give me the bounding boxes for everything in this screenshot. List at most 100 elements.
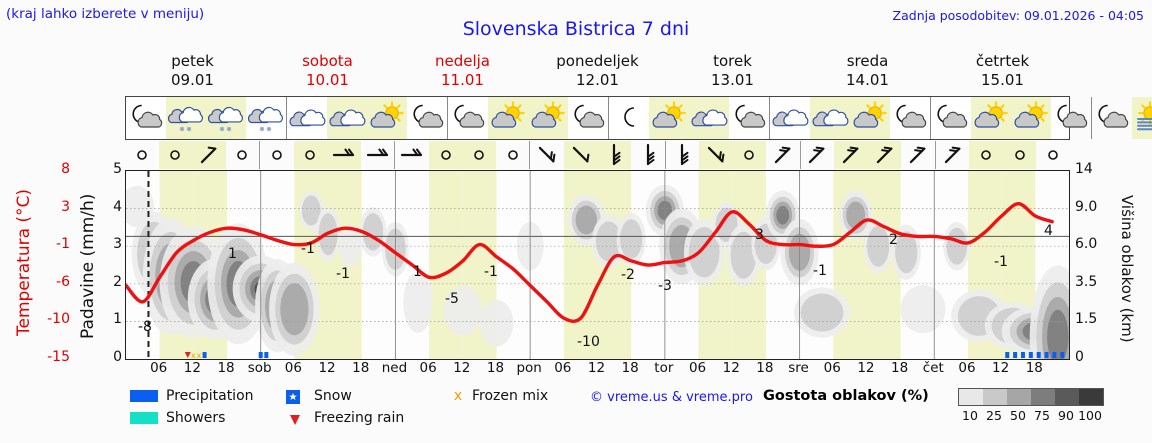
axis-tick: -1 (56, 236, 70, 253)
scale-swatch (983, 389, 1007, 405)
x-tick-label: tor (654, 360, 674, 376)
x-tick-label: 06 (150, 360, 168, 376)
icon-day-3 (609, 97, 770, 139)
weather-icon-strip (125, 96, 1152, 140)
wind-barb-icon (462, 141, 496, 169)
cloud-icon (327, 97, 367, 139)
x-tick-label: 12 (318, 360, 336, 376)
wind-day-2 (395, 141, 531, 169)
page-title: Slovenska Bistrica 7 dni (462, 18, 690, 40)
sun-cloud-icon (488, 97, 528, 139)
moon-cloud-icon (407, 97, 447, 139)
sun-cloud-icon (367, 97, 407, 139)
icon-day-4 (770, 97, 931, 139)
temperature-label: -1 (994, 254, 1008, 270)
plot-gridlines (126, 171, 1069, 359)
scale-tick: 75 (1034, 408, 1050, 423)
scale-swatch (1007, 389, 1031, 405)
copyright-link[interactable]: © vreme.us & vreme.pro (590, 390, 753, 405)
scale-swatch (959, 389, 983, 405)
cloud-snow-icon (206, 97, 246, 139)
x-tick-label: 06 (823, 360, 841, 376)
day-date: 13.01 (711, 71, 754, 89)
axis-tick: 4 (113, 198, 122, 215)
wind-day-5 (801, 141, 936, 169)
moon-cloud-icon (890, 97, 930, 139)
cloud-icon (770, 97, 810, 139)
moon-cloud-icon (126, 97, 166, 139)
temperature-label: 2 (889, 232, 898, 248)
cloud-snow-icon (166, 97, 206, 139)
x-tick-label: 18 (756, 360, 774, 376)
axis-tick: 9.0 (1075, 198, 1098, 215)
temperature-value-labels: -8 1 -1 -1 1 -5 -1 -10 -2 -3 3 -1 2 -1 4 (126, 171, 1069, 359)
wind-barb-icon (395, 141, 429, 169)
day-header-3: ponedeljek 12.01 (530, 52, 665, 94)
sun-cloud-icon (1011, 97, 1051, 139)
day-header-5: sreda 14.01 (800, 52, 935, 94)
temperature-tick-labels: 8 3 -1 -6 -10 -15 (40, 161, 70, 365)
x-tick-label: 06 (958, 360, 976, 376)
wind-barb-icon (597, 141, 632, 169)
x-tick-label: 12 (183, 360, 201, 376)
location-menu-note: (kraj lahko izberete v meniju) (6, 6, 205, 22)
wind-day-4 (666, 141, 801, 169)
precipitation-axis-title: Padavine (mm/h) (78, 193, 98, 339)
axis-tick: 3 (61, 198, 70, 215)
precipitation-swatch (130, 390, 158, 402)
x-tick-label: 12 (857, 360, 875, 376)
x-tick-label: sob (247, 360, 272, 376)
cloud-icon (287, 97, 327, 139)
axis-tick: 3 (113, 236, 122, 253)
x-tick-label: 12 (587, 360, 606, 376)
wind-day-0 (125, 141, 261, 169)
x-tick-label: sre (788, 360, 809, 376)
scale-tick: 50 (1010, 408, 1026, 423)
wind-barb-strip (125, 141, 1070, 169)
temperature-label: -5 (445, 291, 459, 307)
temperature-label: -10 (577, 334, 600, 350)
x-tick-label: 18 (352, 360, 370, 376)
day-date: 11.01 (441, 71, 484, 89)
wind-barb-icon (936, 141, 970, 169)
wind-barb-icon (801, 141, 835, 169)
axis-tick: 14 (1075, 161, 1093, 177)
wind-barb-icon (666, 141, 700, 169)
icon-day-5 (931, 97, 1092, 139)
icon-day-1 (287, 97, 448, 139)
x-tick-label: ned (381, 360, 408, 376)
scale-swatch (1031, 389, 1055, 405)
wind-barb-icon (732, 141, 767, 169)
day-name: petek (171, 52, 214, 70)
day-name: nedelja (434, 52, 490, 70)
cloud-icon (810, 97, 850, 139)
axis-tick: 3.5 (1075, 273, 1098, 290)
wind-barb-icon (969, 141, 1003, 169)
wind-barb-icon (125, 141, 159, 169)
axis-tick: -6 (56, 273, 70, 290)
day-date: 12.01 (576, 71, 619, 89)
cloud-density-scale-ticks: 10 25 50 75 90 100 (958, 408, 1102, 423)
temperature-label: 3 (755, 227, 764, 243)
temperature-label: 1 (413, 264, 422, 280)
showers-legend-label: Showers (166, 410, 226, 426)
moon-cloud-icon (568, 97, 608, 139)
wind-barb-icon (1036, 141, 1070, 169)
axis-tick: 1.5 (1075, 311, 1098, 328)
moon-cloud-icon (1051, 97, 1091, 139)
scale-tick: 90 (1058, 408, 1074, 423)
day-date: 09.01 (171, 71, 214, 89)
x-tick-label: pon (516, 360, 542, 376)
day-name: sobota (302, 52, 353, 70)
axis-tick: 5 (113, 161, 122, 177)
axis-tick: -10 (47, 311, 70, 328)
day-header-1: sobota 10.01 (260, 52, 395, 94)
day-header-4: torek 13.01 (665, 52, 800, 94)
icon-day-0 (126, 97, 287, 139)
wind-barb-icon (192, 141, 226, 169)
axis-tick: 2 (113, 273, 122, 290)
cloud-density-legend-label: Gostota oblakov (%) (763, 388, 929, 404)
cloud-density-scale-bar (958, 388, 1104, 406)
moon-cloud-icon (931, 97, 971, 139)
